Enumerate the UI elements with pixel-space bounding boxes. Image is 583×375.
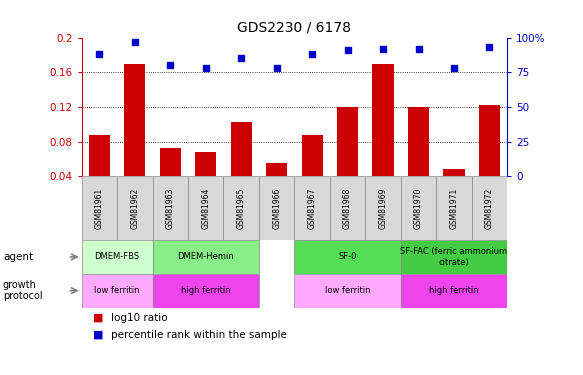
Bar [188,176,223,240]
Text: GSM81962: GSM81962 [131,188,139,229]
Bar [294,240,401,274]
Text: GSM81972: GSM81972 [485,188,494,229]
Text: DMEM-Hemin: DMEM-Hemin [177,252,234,261]
Bar [337,107,358,176]
Bar [153,176,188,240]
Text: GSM81967: GSM81967 [308,188,317,229]
Text: GSM81965: GSM81965 [237,188,245,229]
Text: log10 ratio: log10 ratio [111,313,167,323]
Bar [294,176,330,240]
Bar [231,123,252,176]
Title: GDS2230 / 6178: GDS2230 / 6178 [237,21,352,35]
Bar [82,240,153,274]
Bar [259,176,294,240]
Bar [153,240,259,274]
Bar [443,170,465,176]
Text: agent: agent [3,252,33,262]
Bar [124,63,146,176]
Bar [82,176,117,240]
Text: GSM81964: GSM81964 [201,188,210,229]
Bar [401,176,436,240]
Bar [301,135,323,176]
Bar [330,176,366,240]
Text: SF-FAC (ferric ammonium
citrate): SF-FAC (ferric ammonium citrate) [401,247,508,267]
Bar [195,152,216,176]
Text: GSM81970: GSM81970 [414,188,423,229]
Bar [160,148,181,176]
Text: GSM81963: GSM81963 [166,188,175,229]
Bar [294,274,401,308]
Bar [266,163,287,176]
Text: GSM81968: GSM81968 [343,188,352,229]
Bar [223,176,259,240]
Text: DMEM-FBS: DMEM-FBS [94,252,140,261]
Bar [472,176,507,240]
Bar [408,107,429,176]
Text: ■: ■ [93,330,107,339]
Bar [89,135,110,176]
Bar [117,176,153,240]
Text: growth
protocol: growth protocol [3,280,43,302]
Text: low ferritin: low ferritin [94,286,140,295]
Bar [373,63,394,176]
Bar [401,240,507,274]
Text: GSM81969: GSM81969 [378,188,388,229]
Text: GSM81971: GSM81971 [449,188,458,229]
Text: SF-0: SF-0 [338,252,357,261]
Text: low ferritin: low ferritin [325,286,370,295]
Text: ■: ■ [93,313,107,323]
Text: high ferritin: high ferritin [181,286,230,295]
Text: high ferritin: high ferritin [429,286,479,295]
Bar [436,176,472,240]
Bar [153,274,259,308]
Text: GSM81961: GSM81961 [95,188,104,229]
Text: percentile rank within the sample: percentile rank within the sample [111,330,287,339]
Bar [366,176,401,240]
Bar [479,105,500,176]
Bar [401,274,507,308]
Bar [82,274,153,308]
Text: GSM81966: GSM81966 [272,188,281,229]
